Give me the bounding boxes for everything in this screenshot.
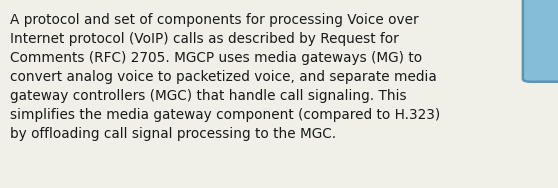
Text: A protocol and set of components for processing Voice over
Internet protocol (Vo: A protocol and set of components for pro… bbox=[10, 13, 440, 141]
FancyBboxPatch shape bbox=[523, 0, 558, 82]
